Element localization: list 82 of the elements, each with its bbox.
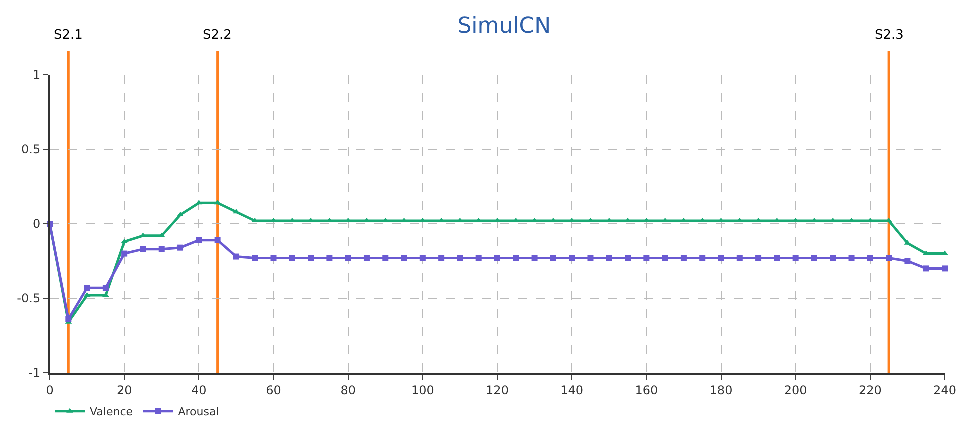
point	[84, 285, 90, 292]
x-tick-label: 60	[266, 383, 282, 398]
point	[755, 218, 762, 223]
x-tick-label: 120	[486, 383, 509, 398]
point	[401, 255, 408, 262]
point	[289, 255, 296, 262]
point	[122, 250, 128, 257]
x-tick-label: 220	[858, 383, 882, 398]
point	[382, 255, 389, 262]
x-tick-label: 80	[340, 383, 356, 398]
ref-line-label: S2.2	[203, 28, 232, 43]
point	[270, 255, 277, 262]
point	[158, 246, 165, 252]
point	[476, 255, 482, 262]
point	[923, 266, 930, 272]
point	[792, 255, 799, 262]
point	[811, 218, 818, 223]
y-tick-label: 1	[32, 68, 41, 82]
x-tick-label: 140	[560, 383, 584, 398]
point	[66, 316, 72, 322]
ref-line-label: S2.1	[54, 28, 83, 43]
point	[233, 254, 240, 260]
point	[811, 255, 818, 262]
y-tick-label: -1	[28, 366, 41, 380]
point	[680, 218, 688, 223]
point	[326, 255, 333, 262]
point	[252, 255, 258, 262]
x-tick-label: 20	[116, 383, 132, 398]
ref-line-label: S2.3	[875, 28, 904, 43]
point	[736, 255, 743, 262]
point	[644, 255, 650, 262]
point	[420, 255, 426, 262]
x-tick-label: 100	[411, 383, 434, 398]
point	[550, 255, 556, 262]
x-tick-label: 0	[46, 383, 54, 398]
point	[569, 255, 576, 262]
point	[848, 255, 855, 262]
point	[177, 212, 184, 217]
point	[494, 218, 501, 223]
point	[624, 218, 632, 223]
point	[178, 244, 184, 251]
y-tick-label: -0.5	[17, 292, 41, 306]
point	[680, 255, 687, 262]
point	[700, 255, 706, 262]
point	[457, 255, 464, 262]
point	[625, 255, 632, 262]
point	[214, 237, 221, 244]
point	[942, 266, 948, 272]
legend-label: Valence	[90, 406, 134, 419]
point	[662, 255, 668, 262]
point	[196, 237, 202, 244]
legend-label: Arousal	[178, 406, 220, 419]
point	[886, 255, 892, 262]
point	[345, 255, 352, 262]
point	[364, 218, 370, 223]
point	[438, 255, 445, 262]
point	[942, 250, 948, 256]
point	[233, 209, 240, 214]
point	[830, 255, 836, 262]
point	[513, 255, 520, 262]
point	[494, 255, 500, 262]
point	[588, 255, 594, 262]
point	[102, 285, 109, 292]
point	[532, 255, 538, 262]
point	[867, 255, 874, 262]
y-tick-label: 0.5	[22, 142, 41, 157]
point	[904, 258, 911, 264]
chart-title: SimulCN	[458, 14, 552, 39]
point	[308, 255, 314, 262]
point	[774, 255, 780, 262]
point	[718, 255, 724, 262]
x-tick-label: 40	[192, 383, 207, 398]
x-tick-label: 240	[934, 383, 956, 398]
point	[364, 255, 370, 262]
point	[606, 255, 612, 262]
point	[140, 246, 146, 252]
point	[756, 255, 762, 262]
y-tick-label: 0	[32, 217, 41, 232]
x-tick-label: 200	[784, 383, 808, 398]
point	[308, 218, 314, 223]
x-tick-label: 160	[635, 383, 658, 398]
x-tick-label: 180	[710, 383, 733, 398]
